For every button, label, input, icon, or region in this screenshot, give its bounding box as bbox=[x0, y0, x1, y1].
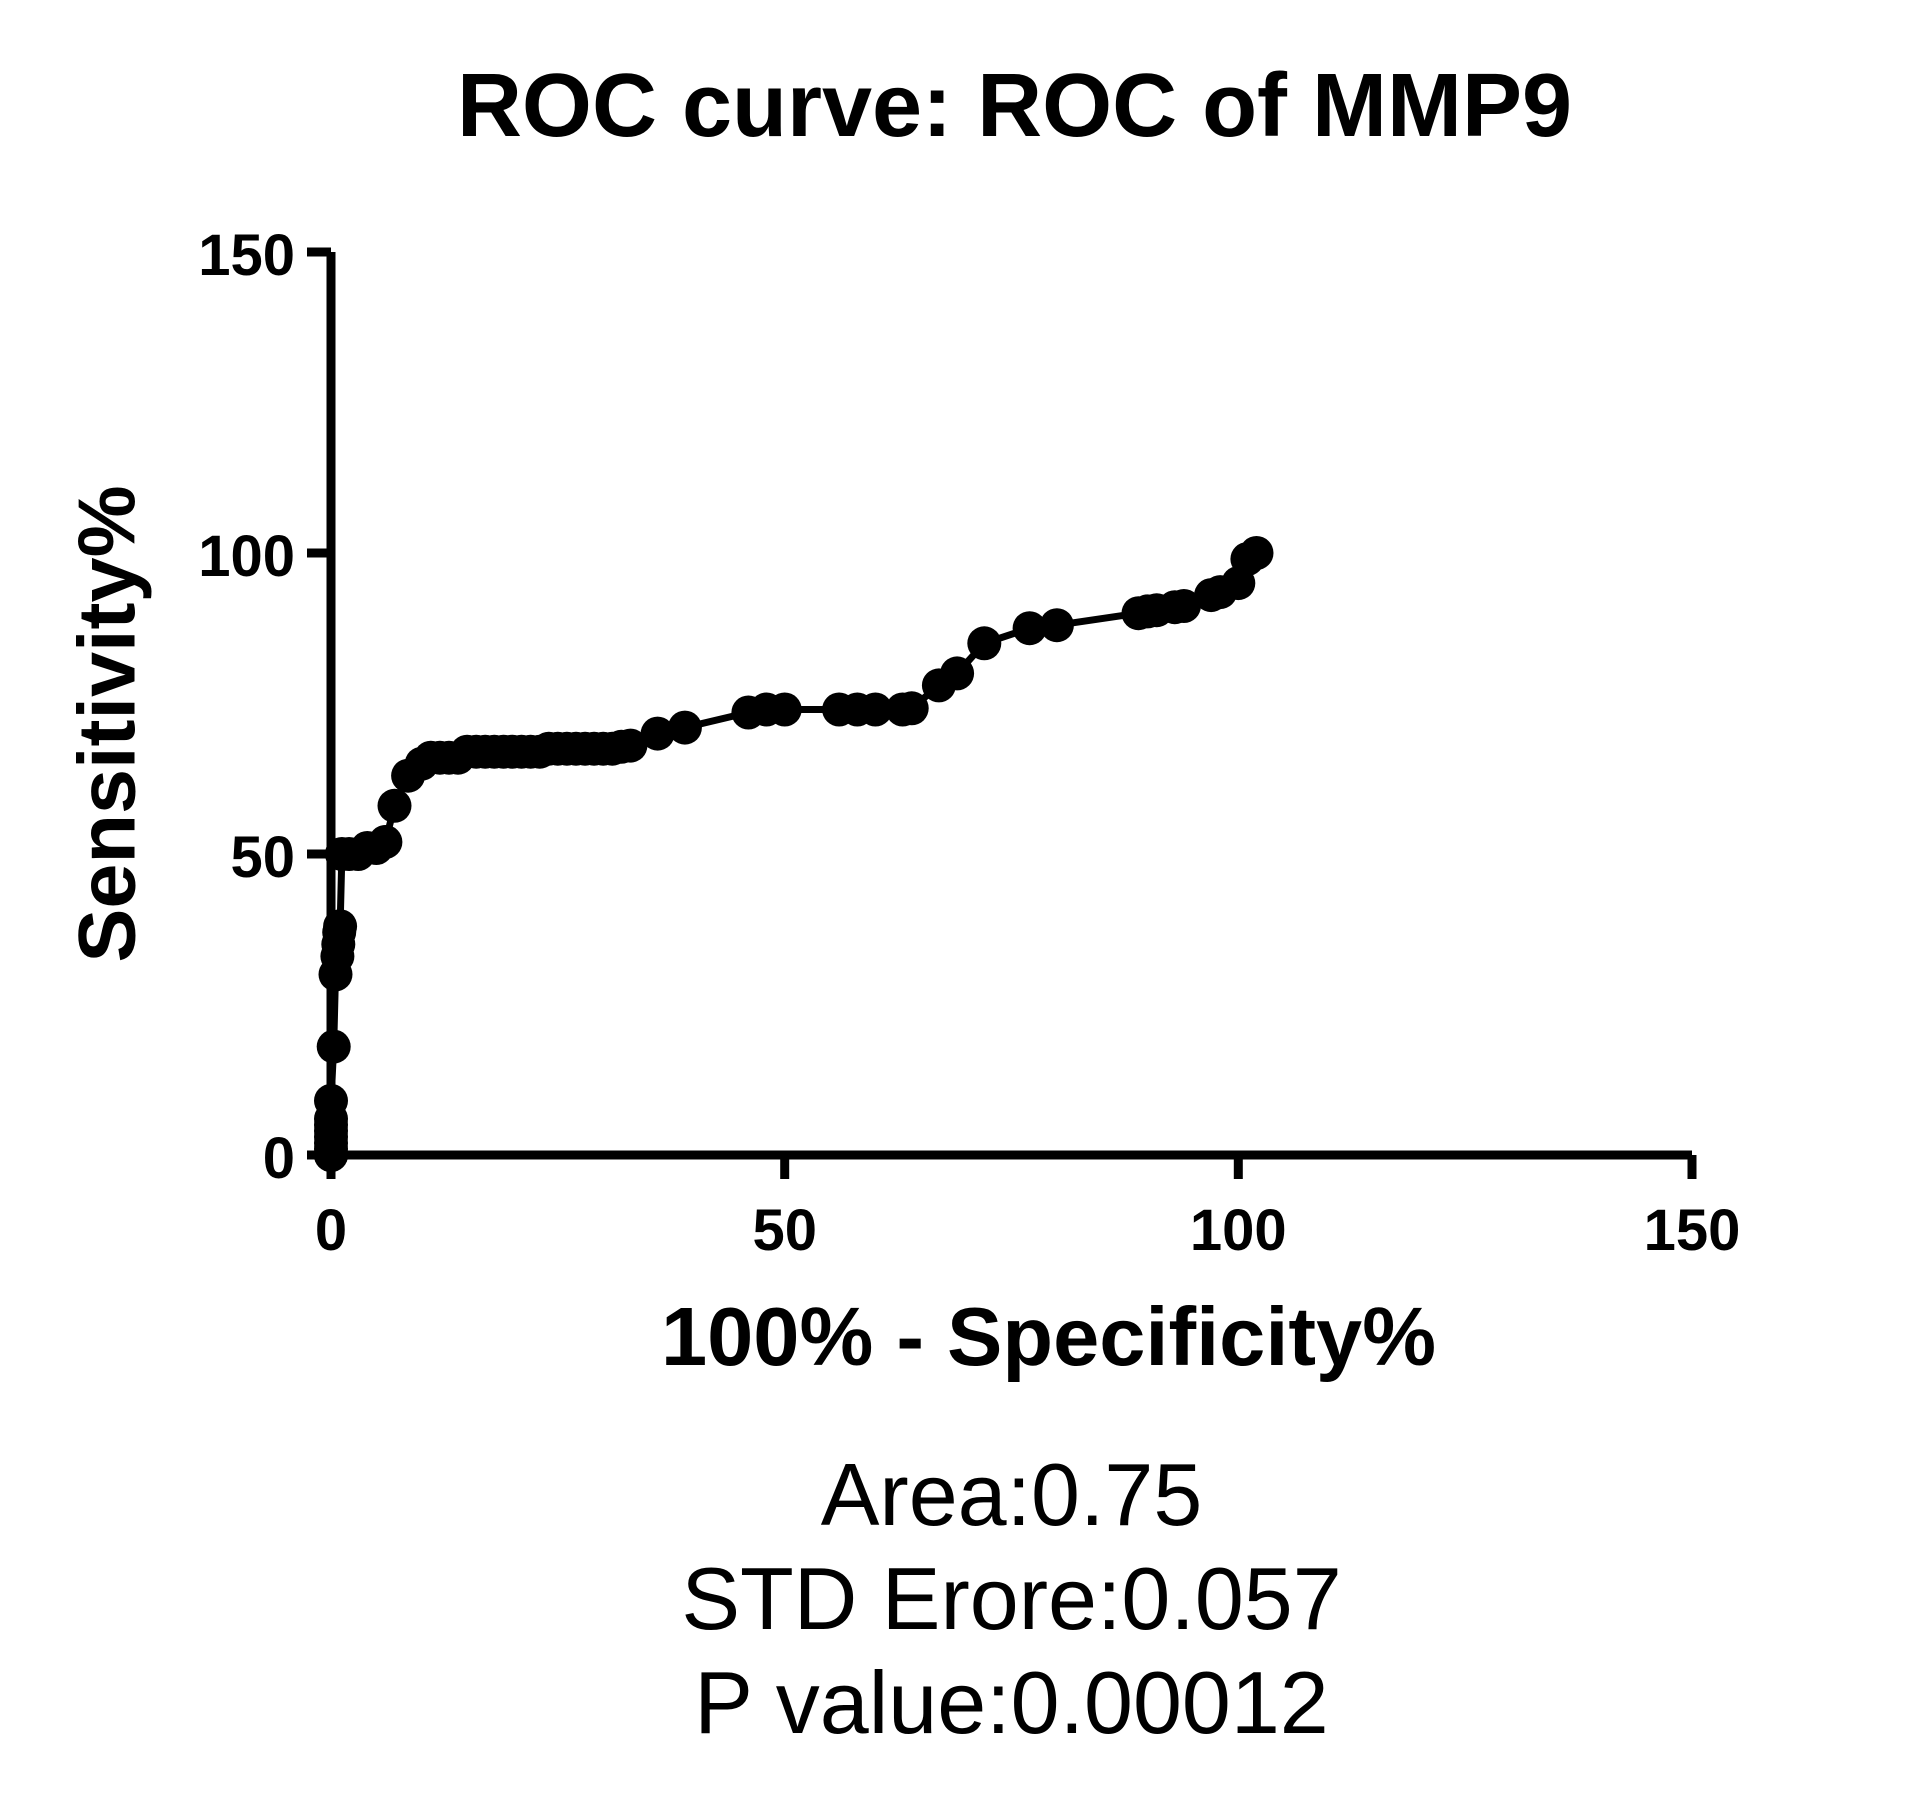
svg-text:0: 0 bbox=[315, 1198, 347, 1263]
svg-text:0: 0 bbox=[263, 1126, 295, 1191]
svg-text:50: 50 bbox=[230, 825, 295, 890]
svg-text:150: 150 bbox=[1644, 1198, 1741, 1263]
svg-text:100: 100 bbox=[1190, 1198, 1287, 1263]
svg-text:50: 50 bbox=[752, 1198, 817, 1263]
svg-text:150: 150 bbox=[198, 223, 295, 288]
svg-text:100: 100 bbox=[198, 524, 295, 589]
